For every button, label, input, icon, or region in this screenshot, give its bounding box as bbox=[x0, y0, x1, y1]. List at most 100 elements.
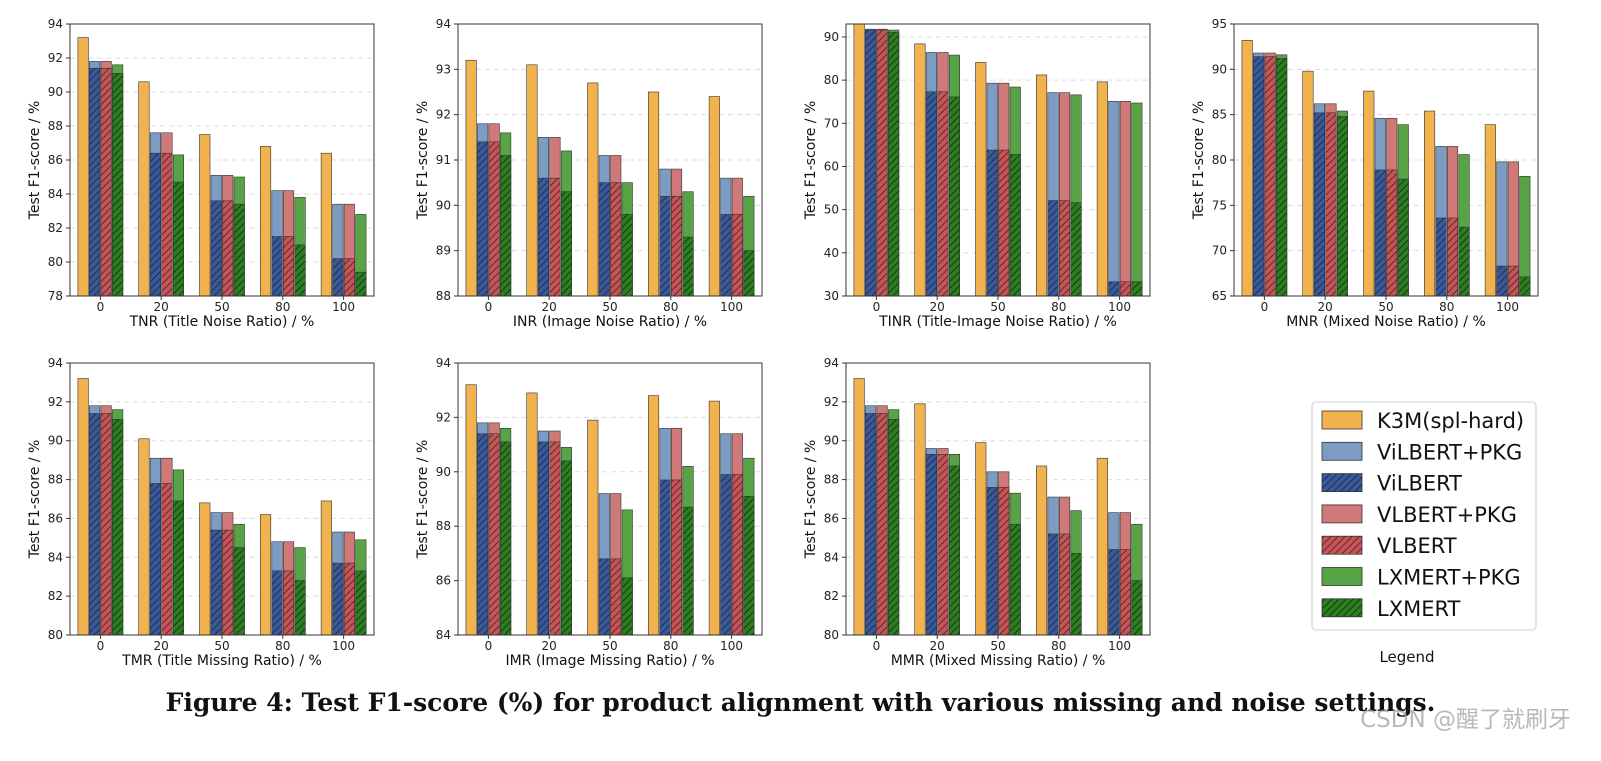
bar-lxmert bbox=[888, 31, 900, 297]
bar-lxmert bbox=[500, 441, 512, 636]
y-tick-label: 78 bbox=[48, 289, 63, 303]
x-tick-label: 100 bbox=[1108, 639, 1131, 653]
bar-vilbert bbox=[925, 91, 938, 297]
chart-4: 65 70 75 80 85 90 95 0 20 50 80 100 MNR (Mixed Noise… bbox=[1191, 17, 1539, 330]
bar-vilbert bbox=[1496, 265, 1508, 297]
y-axis-label: Test F1-score / % bbox=[27, 440, 43, 560]
y-tick-label: 84 bbox=[824, 550, 839, 564]
bar-k3m bbox=[975, 442, 987, 636]
bar-vilbert bbox=[720, 474, 732, 636]
bar-vlbert bbox=[549, 441, 561, 636]
y-tick-label: 80 bbox=[48, 255, 63, 269]
legend-swatch bbox=[1321, 473, 1363, 493]
x-tick-label: 50 bbox=[602, 639, 617, 653]
y-tick-label: 70 bbox=[1212, 244, 1227, 258]
bar-lxmert bbox=[355, 570, 367, 636]
bar-vlbert bbox=[161, 483, 173, 636]
bar-vilbert bbox=[865, 29, 877, 297]
bar-vlbert bbox=[282, 236, 295, 297]
bar-k3m bbox=[259, 146, 272, 297]
legend-label: ViLBERT+PKG bbox=[1377, 440, 1522, 464]
bar-vlbert bbox=[731, 214, 743, 297]
bar-vlbert bbox=[1059, 200, 1071, 297]
bar-k3m bbox=[1241, 40, 1253, 297]
bar-vilbert bbox=[477, 433, 489, 636]
bar-lxmert bbox=[743, 250, 755, 297]
bar-lxmert bbox=[1131, 281, 1143, 297]
bar-vilbert bbox=[1108, 281, 1120, 297]
x-tick-label: 80 bbox=[275, 639, 290, 653]
plot-frame bbox=[845, 23, 1151, 297]
bar-vilbert bbox=[1374, 169, 1386, 297]
bar-vilbert bbox=[271, 236, 283, 297]
bar-k3m bbox=[1302, 70, 1314, 297]
y-tick-label: 94 bbox=[48, 356, 63, 370]
y-tick-label: 75 bbox=[1212, 198, 1227, 212]
y-tick-label: 30 bbox=[824, 289, 839, 303]
x-tick-label: 0 bbox=[485, 639, 493, 653]
bar-vlbert bbox=[610, 182, 622, 297]
y-tick-label: 88 bbox=[48, 473, 63, 487]
x-tick-label: 20 bbox=[154, 300, 169, 314]
bar-vlbert bbox=[100, 67, 112, 297]
x-axis-label: MMR (Mixed Missing Ratio) / % bbox=[891, 653, 1106, 669]
bar-vlbert bbox=[1507, 265, 1519, 297]
chart-5: 80 82 84 86 88 90 92 94 0 20 50 80 100 TMR (Title Mis… bbox=[27, 356, 375, 669]
bar-vilbert bbox=[1313, 112, 1325, 297]
bar-k3m bbox=[1424, 110, 1436, 297]
bar-vilbert bbox=[1047, 533, 1059, 636]
bar-k3m bbox=[914, 403, 926, 636]
y-tick-label: 90 bbox=[1212, 62, 1227, 76]
y-tick-label: 95 bbox=[1212, 17, 1227, 31]
bar-k3m bbox=[1036, 74, 1048, 297]
bar-lxmert bbox=[1397, 178, 1409, 297]
bar-lxmert bbox=[294, 244, 306, 297]
bar-k3m bbox=[526, 392, 538, 636]
x-tick-label: 80 bbox=[1439, 300, 1454, 314]
bar-vlbert bbox=[282, 570, 295, 636]
y-tick-label: 88 bbox=[436, 519, 451, 533]
x-tick-label: 80 bbox=[1051, 639, 1066, 653]
y-tick-label: 80 bbox=[824, 73, 839, 87]
bar-k3m bbox=[526, 64, 538, 297]
y-tick-label: 86 bbox=[48, 153, 63, 167]
plot-frame bbox=[457, 23, 763, 297]
bar-lxmert bbox=[294, 580, 306, 636]
x-tick-label: 80 bbox=[663, 639, 678, 653]
bar-lxmert bbox=[560, 460, 573, 636]
bar-vilbert bbox=[332, 562, 344, 636]
x-tick-label: 0 bbox=[873, 639, 881, 653]
y-axis-label: Test F1-score / % bbox=[803, 440, 819, 560]
y-axis-label: Test F1-score / % bbox=[803, 101, 819, 221]
legend-swatch bbox=[1321, 504, 1363, 524]
bar-k3m bbox=[199, 134, 211, 297]
plot-frame bbox=[845, 362, 1151, 636]
legend-swatch bbox=[1321, 535, 1363, 555]
bar-vlbert-pkg bbox=[1119, 100, 1131, 297]
legend-label: K3M(spl-hard) bbox=[1377, 409, 1524, 433]
bar-vilbert bbox=[986, 487, 998, 636]
plot-frame bbox=[1233, 23, 1539, 297]
x-axis-label: MNR (Mixed Noise Ratio) / % bbox=[1286, 314, 1486, 330]
y-tick-label: 89 bbox=[436, 244, 451, 258]
x-tick-label: 50 bbox=[990, 300, 1005, 314]
y-tick-label: 82 bbox=[48, 589, 63, 603]
bar-vilbert bbox=[271, 570, 283, 636]
y-tick-label: 92 bbox=[824, 395, 839, 409]
bar-lxmert bbox=[1009, 523, 1021, 636]
x-tick-label: 100 bbox=[720, 300, 743, 314]
bar-vilbert bbox=[477, 141, 489, 297]
bar-vilbert bbox=[659, 195, 671, 297]
bar-vlbert bbox=[1325, 112, 1337, 297]
bar-k3m bbox=[259, 514, 272, 636]
chart-6: 84 86 88 90 92 94 0 20 50 80 100 IMR (Image Missing… bbox=[415, 356, 763, 669]
y-tick-label: 94 bbox=[436, 17, 451, 31]
x-axis-label: TNR (Title Noise Ratio) / % bbox=[129, 314, 315, 330]
legend-label: LXMERT bbox=[1377, 597, 1461, 621]
bar-vlbert bbox=[998, 149, 1010, 297]
y-tick-label: 94 bbox=[436, 356, 451, 370]
bar-k3m bbox=[853, 23, 865, 297]
legend-label: LXMERT+PKG bbox=[1377, 566, 1521, 590]
